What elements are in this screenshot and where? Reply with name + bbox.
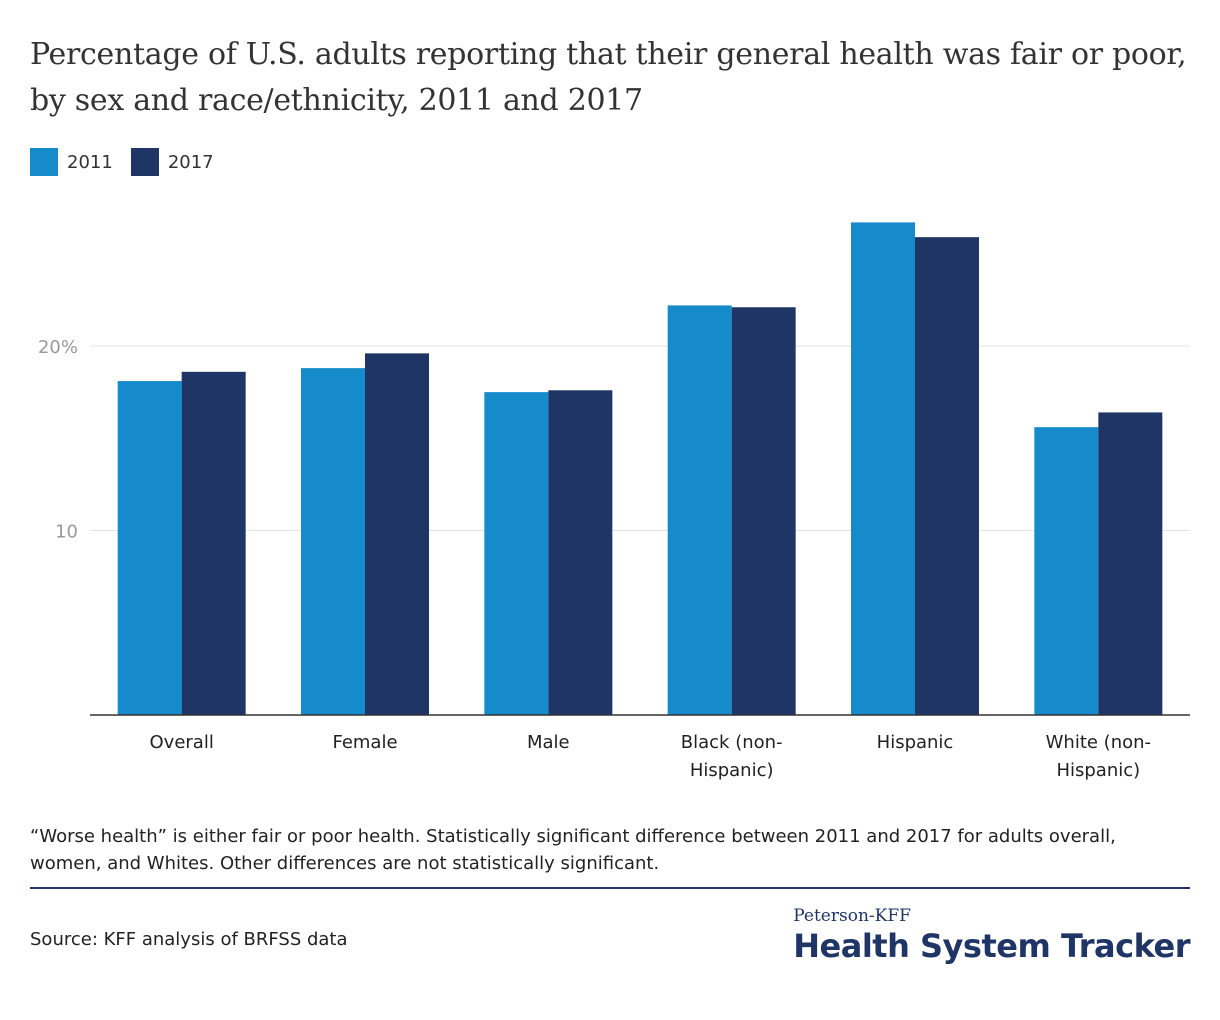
legend-swatch-2011: [30, 148, 58, 176]
x-tick-label: White (non-: [1046, 732, 1151, 753]
bar-chart: 10 20% Overall Female Male Black (non- Hispani…: [38, 222, 1190, 781]
bar-2011-2: [484, 392, 549, 715]
bar-2017-2: [548, 390, 613, 715]
bar-2017-4: [915, 237, 979, 715]
x-tick-label: Hispanic): [1056, 760, 1140, 781]
divider: [30, 887, 1190, 889]
chart-note: “Worse health” is either fair or poor he…: [30, 826, 1116, 874]
legend-label-2011: 2011: [67, 151, 113, 173]
logo-main: Health System Tracker: [793, 927, 1190, 965]
bar-2011-3: [667, 305, 732, 715]
legend-item-2011: 2011: [30, 148, 113, 176]
legend: 2011 2017: [30, 148, 214, 176]
x-tick-label: Black (non-: [681, 732, 783, 753]
chart-title: Percentage of U.S. adults reporting that…: [30, 37, 1187, 118]
bar-2017-5: [1098, 412, 1163, 715]
x-tick-label: Hispanic: [877, 732, 954, 753]
x-tick-label: Overall: [150, 732, 214, 753]
x-tick-label: Male: [527, 732, 570, 753]
y-tick-label: 10: [55, 522, 78, 543]
logo-top: Peterson-KFF: [793, 906, 911, 926]
x-tick-label: Female: [332, 732, 397, 753]
bar-2017-3: [731, 307, 796, 715]
legend-swatch-2017: [130, 148, 159, 176]
bar-2011-1: [301, 368, 365, 715]
bar-2017-0: [181, 371, 246, 715]
bar-2011-4: [851, 222, 915, 715]
y-tick-label: 20%: [38, 337, 78, 358]
legend-item-2017: 2017: [130, 148, 214, 176]
x-tick-label: Hispanic): [690, 760, 774, 781]
source-text: Source: KFF analysis of BRFSS data: [30, 929, 348, 950]
legend-label-2017: 2017: [167, 151, 214, 173]
bar-2011-5: [1034, 427, 1099, 715]
logo: Peterson-KFF Health System Tracker: [793, 906, 1190, 966]
bar-2011-0: [117, 381, 182, 715]
bar-2017-1: [365, 353, 429, 715]
